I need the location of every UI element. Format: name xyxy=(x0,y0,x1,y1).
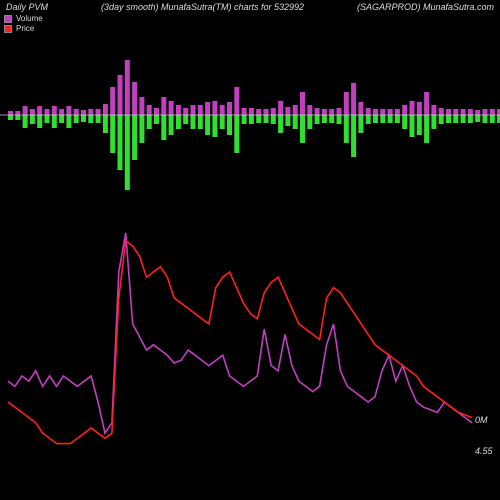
legend: Volume Price xyxy=(4,14,43,34)
upper-bar-chart xyxy=(0,40,500,190)
price-line xyxy=(8,241,472,444)
chart-header: Daily PVM (3day smooth) MunafaSutra(TM) … xyxy=(0,0,500,14)
lower-line-chart: 0M 4.55 xyxy=(0,220,500,480)
swatch-icon xyxy=(4,15,12,23)
svg-text:4.55: 4.55 xyxy=(475,446,494,456)
header-right: (SAGARPROD) MunafaSutra.com xyxy=(357,2,494,12)
header-mid: (3day smooth) MunafaSutra(TM) charts for… xyxy=(101,2,304,12)
header-left: Daily PVM xyxy=(6,2,48,12)
legend-label: Volume xyxy=(16,14,43,23)
volume-line xyxy=(8,233,472,433)
svg-text:0M: 0M xyxy=(475,415,488,425)
swatch-icon xyxy=(4,25,12,33)
legend-label: Price xyxy=(16,24,34,33)
legend-item: Volume xyxy=(4,14,43,23)
legend-item: Price xyxy=(4,24,43,33)
